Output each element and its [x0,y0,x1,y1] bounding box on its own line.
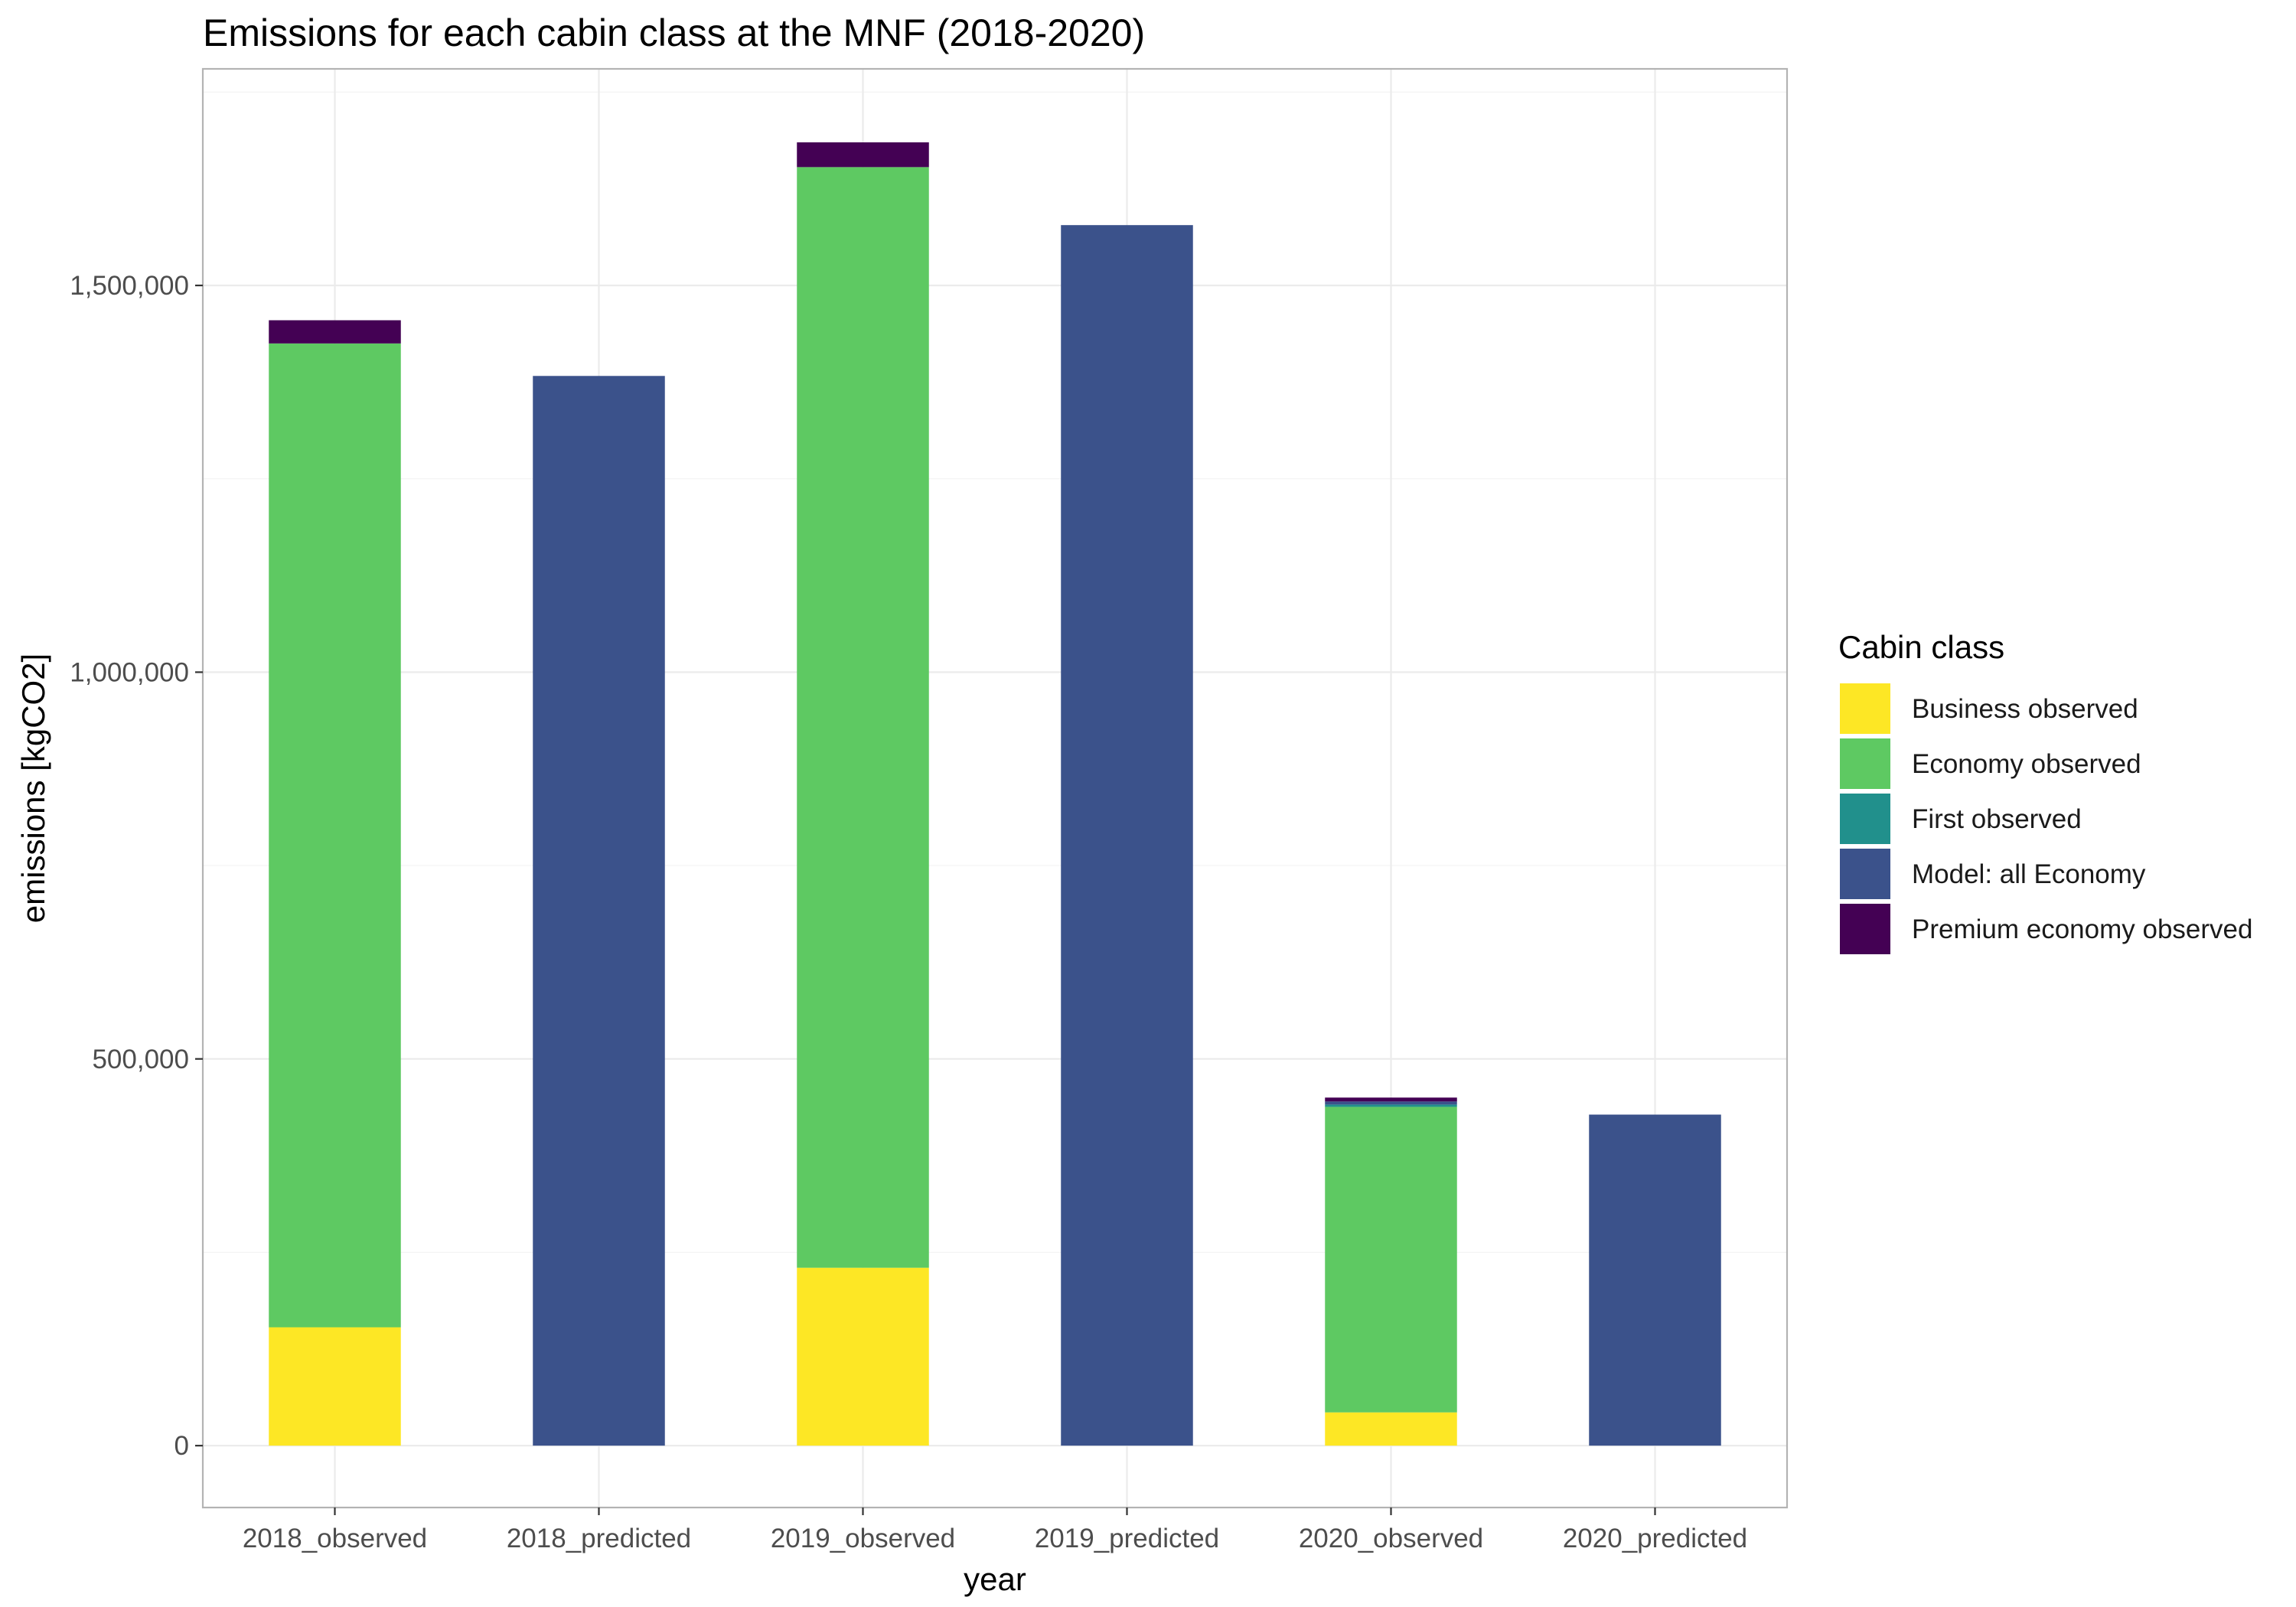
bar-segment [797,142,929,168]
legend-title: Cabin class [1838,629,2004,665]
bars [269,142,1721,1446]
bar-segment [1325,1412,1457,1446]
x-tick-label: 2019_observed [771,1524,955,1553]
x-tick-label: 2020_observed [1299,1524,1483,1553]
y-axis: 0 500,000 1,000,000 1,500,000 [70,271,203,1461]
legend-label: Model: all Economy [1912,859,2146,889]
x-tick-label: 2018_predicted [507,1524,691,1553]
x-tick-label: 2019_predicted [1035,1524,1219,1553]
legend-swatch [1840,794,1890,844]
bar-segment [1325,1101,1457,1105]
chart-title: Emissions for each cabin class at the MN… [203,11,1145,54]
y-tick-label: 0 [174,1431,189,1461]
bar-segment [797,1267,929,1446]
y-tick-label: 500,000 [92,1045,189,1074]
legend-swatch [1840,683,1890,734]
legend-label: First observed [1912,804,2082,834]
legend-swatch [1840,738,1890,789]
legend: Cabin class Business observed Economy obs… [1838,629,2252,954]
bar-segment [269,343,401,1328]
y-tick-label: 1,000,000 [70,657,189,687]
legend-swatch [1840,904,1890,954]
bar-segment [1325,1097,1457,1102]
bar-segment [1061,225,1193,1446]
x-axis: 2018_observed 2018_predicted 2019_observed… [243,1508,1747,1553]
grid-lines [203,69,1787,1508]
bar-segment [1589,1114,1721,1446]
bar-segment [797,167,929,1268]
plot-panel-border [201,67,1789,1509]
bar-segment [533,376,665,1446]
legend-label: Business observed [1912,694,2138,724]
bar-segment [1325,1104,1457,1107]
x-tick-label: 2020_predicted [1563,1524,1747,1553]
bar-segment [269,1327,401,1446]
legend-label: Premium economy observed [1912,914,2252,944]
y-tick-label: 1,500,000 [70,271,189,301]
y-axis-title: emissions [kgCO2] [15,654,51,923]
x-tick-label: 2018_observed [243,1524,427,1553]
bar-segment [1325,1107,1457,1413]
legend-swatch [1840,849,1890,899]
x-axis-title: year [964,1561,1026,1597]
legend-items: Business observed Economy observed First o… [1840,683,2252,954]
legend-label: Economy observed [1912,749,2141,779]
bar-segment [269,320,401,344]
